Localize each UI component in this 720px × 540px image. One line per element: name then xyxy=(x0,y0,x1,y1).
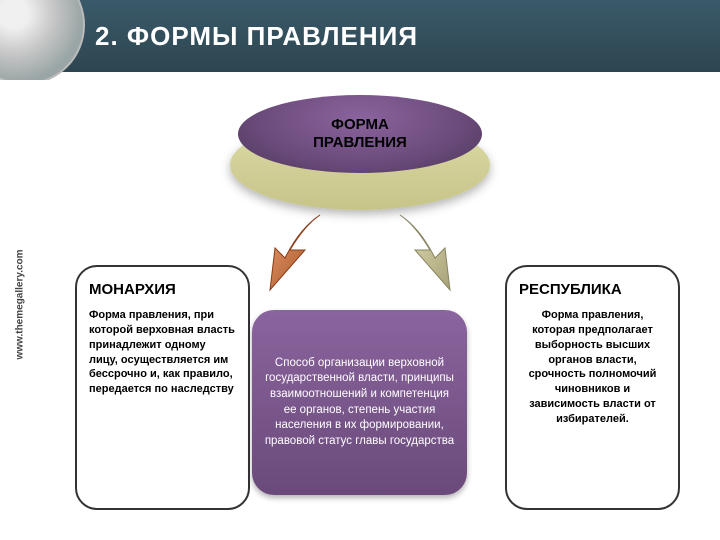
corner-decoration xyxy=(0,0,85,80)
arrows-container xyxy=(220,210,500,300)
main-oval: ФОРМА ПРАВЛЕНИЯ xyxy=(230,85,490,215)
left-box: МОНАРХИЯ Форма правления, при которой ве… xyxy=(75,265,250,510)
right-box: РЕСПУБЛИКА Форма правления, которая пред… xyxy=(505,265,680,510)
center-box-text: Способ организации верховной государстве… xyxy=(264,356,455,449)
page-title: 2. ФОРМЫ ПРАВЛЕНИЯ xyxy=(95,21,418,52)
oval-top-shape: ФОРМА ПРАВЛЕНИЯ xyxy=(238,95,482,173)
right-box-title: РЕСПУБЛИКА xyxy=(519,281,666,298)
arrow-left-icon xyxy=(250,210,350,300)
left-box-text: Форма правления, при которой верховная в… xyxy=(89,308,236,397)
oval-label: ФОРМА ПРАВЛЕНИЯ xyxy=(313,116,407,152)
right-box-text: Форма правления, которая предполагает вы… xyxy=(519,308,666,427)
arrow-right-icon xyxy=(370,210,470,300)
center-box: Способ организации верховной государстве… xyxy=(252,310,467,495)
sidebar-url: www.themegallery.com xyxy=(15,249,26,359)
header-bar: 2. ФОРМЫ ПРАВЛЕНИЯ xyxy=(0,0,720,72)
left-box-title: МОНАРХИЯ xyxy=(89,281,236,298)
